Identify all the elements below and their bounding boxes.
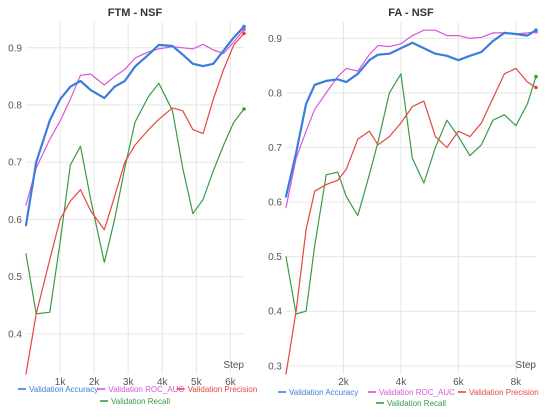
- x-axis-label: Step: [515, 360, 536, 371]
- x-tick-label: 2k: [338, 377, 350, 388]
- x-tick-label: 2k: [89, 377, 101, 388]
- y-tick-label: 0.6: [8, 215, 22, 226]
- chart-title: FA - NSF: [388, 7, 434, 19]
- y-tick-label: 0.7: [8, 158, 22, 169]
- y-tick-label: 0.5: [8, 272, 22, 283]
- series-line-validation-precision: [25, 32, 245, 375]
- series-line-validation-roc-auc: [285, 29, 537, 209]
- x-tick-label: 3k: [123, 377, 135, 388]
- series-endpoint-validation-recall: [534, 74, 538, 79]
- y-tick-label: 0.8: [8, 100, 22, 111]
- series-line-validation-roc-auc: [25, 28, 245, 206]
- x-tick-label: 1k: [55, 377, 67, 388]
- series-endpoint-validation-precision: [242, 31, 246, 36]
- x-tick-label: 5k: [191, 377, 203, 388]
- legend-label: Validation Precision: [469, 388, 539, 397]
- chart-panel-1: FTM - NSF 0.4 0.5 0.6 0.7 0.8 0.9 1k 2k 3k 4k 5k 6k S…: [8, 7, 257, 406]
- x-axis-label: Step: [223, 360, 244, 371]
- y-tick-label: 0.9: [268, 34, 282, 45]
- legend-label: Validation Recall: [111, 397, 170, 406]
- legend: Validation Accuracy Validation ROC_AUC Val…: [278, 388, 539, 408]
- y-tick-label: 0.9: [8, 43, 22, 54]
- series-endpoint-validation-recall: [242, 107, 246, 111]
- series-line-validation-recall: [25, 82, 245, 315]
- y-tick-label: 0.3: [268, 361, 282, 372]
- y-tick-label: 0.4: [8, 329, 22, 340]
- series-endpoint-validation-precision: [534, 85, 538, 90]
- legend-item-validation-roc-auc: Validation ROC_AUC: [368, 388, 455, 397]
- legend-item-validation-accuracy: Validation Accuracy: [18, 385, 98, 394]
- series-line-validation-precision: [285, 67, 537, 375]
- series-endpoint-validation-accuracy: [534, 28, 538, 32]
- legend-item-validation-accuracy: Validation Accuracy: [278, 388, 358, 397]
- x-tick-label: 4k: [157, 377, 169, 388]
- y-tick-label: 0.7: [268, 143, 282, 154]
- legend-item-validation-roc-auc: Validation ROC_AUC: [97, 385, 184, 394]
- legend: Validation Accuracy Validation ROC_AUC Val…: [18, 385, 257, 406]
- y-tick-label: 0.5: [268, 252, 282, 263]
- legend-label: Validation Accuracy: [29, 385, 98, 394]
- legend-item-validation-recall: Validation Recall: [100, 397, 170, 406]
- chart-panel-2: FA - NSF 0.3 0.4 0.5 0.6 0.7 0.8 0.9 2k 4k 6k 8k Ste…: [268, 7, 539, 408]
- x-tick-label: 6k: [453, 377, 465, 388]
- legend-label: Validation ROC_AUC: [379, 388, 455, 397]
- y-tick-label: 0.6: [268, 198, 282, 209]
- legend-item-validation-precision: Validation Precision: [458, 388, 539, 397]
- legend-label: Validation Accuracy: [289, 388, 358, 397]
- y-tick-label: 0.8: [268, 88, 282, 99]
- legend-label: Validation Recall: [387, 399, 446, 408]
- legend-label: Validation ROC_AUC: [108, 385, 184, 394]
- chart-title: FTM - NSF: [108, 7, 163, 19]
- x-tick-label: 6k: [225, 377, 237, 388]
- legend-label: Validation Precision: [188, 385, 258, 394]
- legend-item-validation-precision: Validation Precision: [176, 385, 258, 394]
- series-line-validation-accuracy: [24, 25, 246, 227]
- x-tick-label: 4k: [396, 377, 408, 388]
- series-line-validation-accuracy: [284, 29, 538, 198]
- series-endpoint-validation-accuracy: [242, 24, 246, 29]
- legend-item-validation-recall: Validation Recall: [376, 399, 446, 408]
- x-tick-label: 8k: [511, 377, 523, 388]
- series-line-validation-recall: [285, 73, 537, 315]
- y-tick-label: 0.4: [268, 307, 282, 318]
